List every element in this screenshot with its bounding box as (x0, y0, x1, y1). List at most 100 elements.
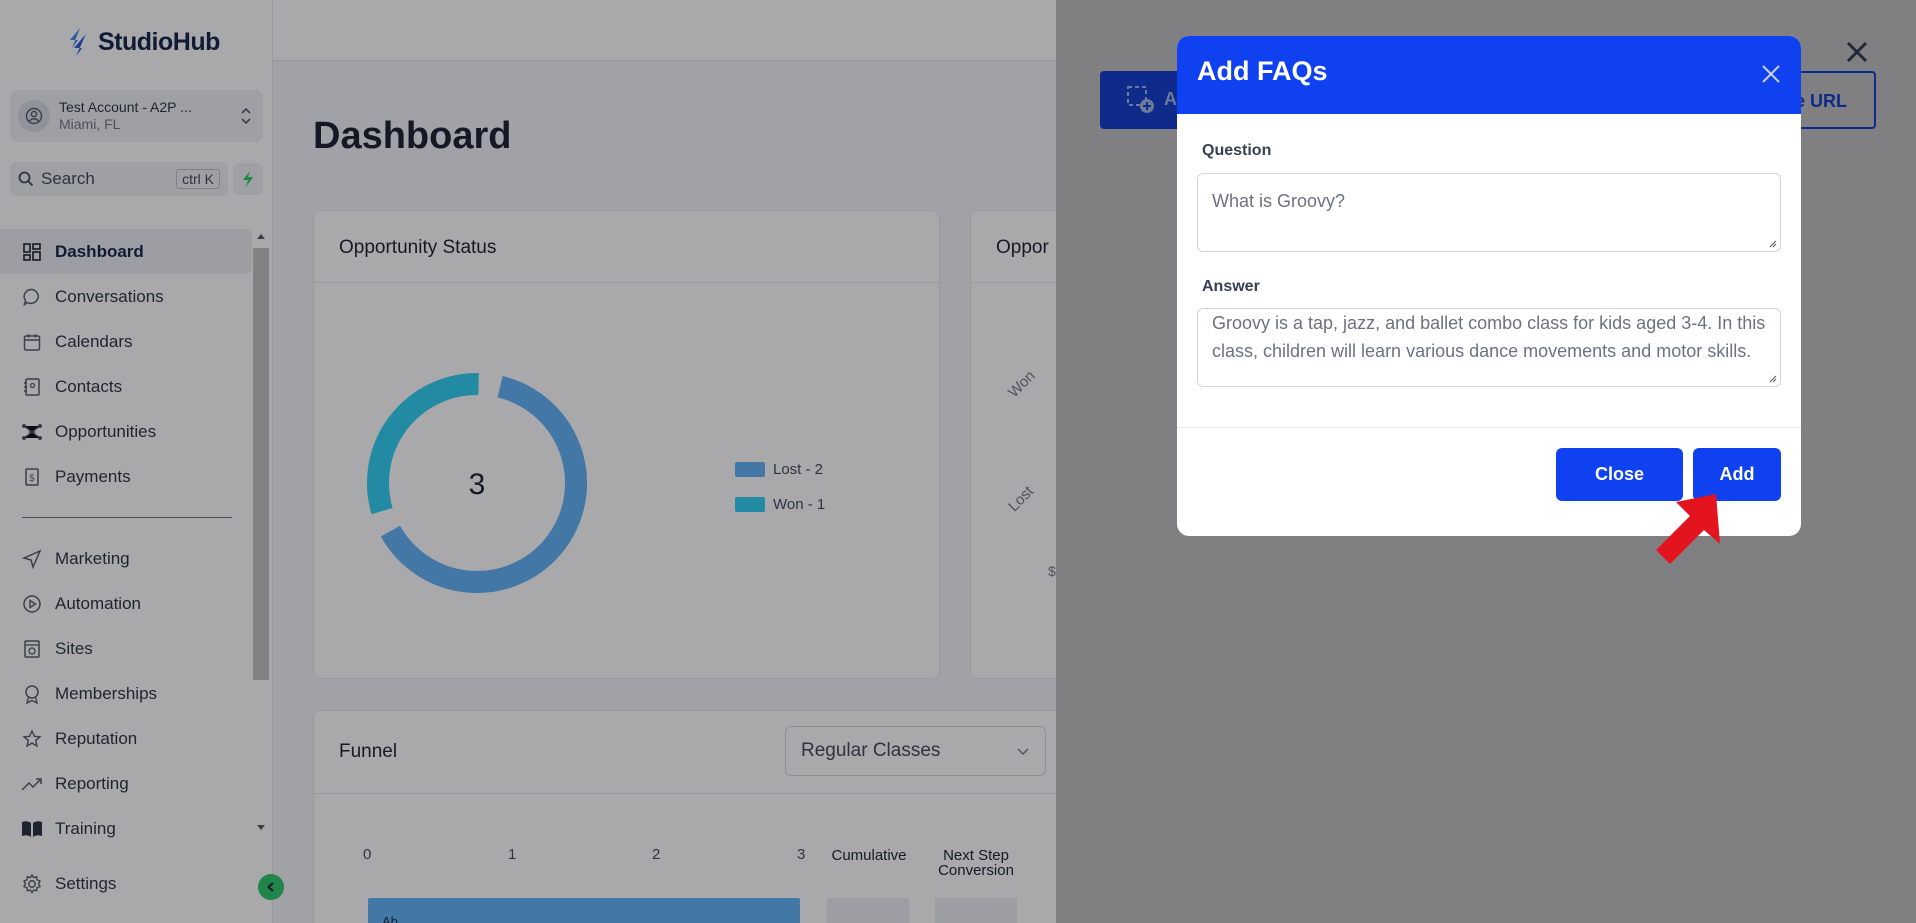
opportunity-status-donut-chart: 3 (367, 373, 587, 593)
card-divider (971, 282, 1119, 283)
chevron-updown-icon (241, 107, 251, 125)
gear-icon (21, 873, 43, 895)
opportunities-icon (21, 421, 43, 443)
sidebar-item-label: Training (55, 818, 116, 838)
sidebar-item-automation[interactable]: Automation (0, 581, 252, 626)
sidebar-item-label: Contacts (55, 376, 123, 396)
modal-footer-divider (1177, 427, 1801, 428)
logo-icon (70, 28, 86, 56)
sidebar-item-dashboard[interactable]: Dashboard (0, 229, 252, 274)
sidebar-collapse-button[interactable] (258, 874, 284, 900)
brand-logo[interactable]: StudioHub (66, 26, 220, 58)
question-label: Question (1202, 142, 1272, 159)
legend-item-won[interactable]: Won - 1 (735, 487, 825, 522)
drawer-close-button[interactable] (1842, 37, 1872, 67)
sidebar-item-label: Sites (55, 638, 93, 658)
sidebar-item-marketing[interactable]: Marketing (0, 536, 252, 581)
chat-icon (21, 286, 43, 308)
search-icon (18, 171, 34, 187)
sidebar-item-label: Opportunities (55, 421, 157, 441)
payments-icon: $ (21, 466, 43, 488)
sidebar-item-reputation[interactable]: Reputation (0, 716, 252, 761)
drawer-url-button-label: e URL (1794, 91, 1847, 111)
book-icon (21, 818, 43, 840)
sidebar-item-opportunities[interactable]: Opportunities (0, 409, 252, 454)
account-switcher[interactable]: Test Account - A2P ... Miami, FL (10, 90, 263, 142)
sidebar-item-label: Conversations (55, 286, 164, 306)
scroll-down-icon (257, 825, 265, 830)
sidebar-nav: Dashboard Conversations Calendars Contac… (0, 229, 252, 851)
sidebar-item-label: Calendars (55, 331, 133, 351)
lightning-icon (243, 171, 253, 187)
page-title: Dashboard (313, 115, 512, 157)
sidebar-item-label: Automation (55, 593, 141, 613)
svg-text:$: $ (29, 473, 35, 484)
search-shortcut: ctrl K (176, 169, 220, 189)
close-icon (1762, 65, 1780, 83)
card-title: Funnel (339, 741, 398, 762)
pipeline-select[interactable]: Regular Classes (785, 726, 1046, 776)
resize-handle-icon[interactable] (1767, 373, 1777, 383)
legend-label: Lost - 2 (773, 461, 824, 478)
modal-close-button[interactable] (1757, 60, 1785, 88)
sidebar-item-memberships[interactable]: Memberships (0, 671, 252, 716)
add-faqs-modal: Add FAQs Question What is Groovy? Answer… (1177, 36, 1801, 536)
add-item-icon (1127, 86, 1154, 113)
sidebar-item-training[interactable]: Training (0, 806, 252, 851)
add-button[interactable]: Add (1693, 448, 1781, 501)
answer-field[interactable]: Groovy is a tap, jazz, and ballet combo … (1197, 308, 1781, 387)
sidebar-item-contacts[interactable]: Contacts (0, 364, 252, 409)
funnel-bar[interactable]: Ab... (368, 898, 800, 923)
opportunity-status-card: Opportunity Status 3 (313, 210, 940, 679)
funnel-tick: 0 (363, 846, 372, 863)
sidebar-item-label: Reporting (55, 773, 129, 793)
modal-title: Add FAQs (1197, 56, 1328, 86)
legend-label: Won - 1 (773, 496, 826, 513)
card-divider (314, 282, 939, 283)
sidebar-item-reporting[interactable]: Reporting (0, 761, 252, 806)
dashboard-icon (21, 241, 43, 263)
quick-actions-button[interactable] (233, 163, 263, 195)
axis-fragment: $ (1048, 563, 1056, 579)
resize-handle-icon[interactable] (1767, 238, 1777, 248)
search-label: Search (41, 169, 95, 188)
chevron-down-icon (1017, 748, 1029, 755)
calendar-icon (21, 331, 43, 353)
legend-swatch (735, 462, 765, 477)
search-input[interactable]: Search ctrl K (10, 162, 228, 196)
funnel-bar-label: Ab... (382, 914, 409, 923)
sidebar-item-calendars[interactable]: Calendars (0, 319, 252, 364)
question-value: What is Groovy? (1212, 191, 1346, 211)
sidebar-scrollbar[interactable] (253, 230, 269, 840)
funnel-header-cumulative: Cumulative (831, 847, 907, 864)
badge-icon (21, 683, 43, 705)
legend-item-lost[interactable]: Lost - 2 (735, 452, 825, 487)
legend-swatch (735, 497, 765, 512)
question-field[interactable]: What is Groovy? (1197, 173, 1781, 252)
donut-slice-lost[interactable] (380, 376, 587, 593)
sidebar-item-conversations[interactable]: Conversations (0, 274, 252, 319)
sidebar-item-label: Reputation (55, 728, 138, 748)
sidebar-item-payments[interactable]: $ Payments (0, 454, 252, 499)
account-name: Test Account - A2P ... (59, 99, 192, 115)
pointer-arrow-icon (1656, 494, 1720, 564)
drawer-add-button-label: A (1164, 89, 1177, 109)
trend-icon (21, 773, 43, 795)
scroll-up-icon (257, 234, 265, 239)
brand-name: StudioHub (98, 27, 220, 56)
opportunity-status-legend: Lost - 2 Won - 1 (735, 452, 825, 522)
card-title: Opportunity Status (339, 237, 497, 258)
close-button[interactable]: Close (1556, 448, 1683, 501)
modal-header: Add FAQs (1177, 36, 1801, 114)
funnel-conversion-cell (935, 898, 1017, 923)
star-icon (21, 728, 43, 750)
sidebar: StudioHub Test Account - A2P ... Miami, … (0, 0, 273, 923)
donut-slice-won[interactable] (367, 373, 479, 515)
sidebar-item-sites[interactable]: Sites (0, 626, 252, 671)
close-icon (1846, 41, 1868, 63)
donut-center-total: 3 (469, 468, 486, 501)
answer-value: Groovy is a tap, jazz, and ballet combo … (1212, 313, 1766, 361)
scrollbar-thumb[interactable] (253, 248, 269, 680)
funnel-tick: 2 (652, 846, 661, 863)
sidebar-item-settings[interactable]: Settings (0, 863, 252, 905)
